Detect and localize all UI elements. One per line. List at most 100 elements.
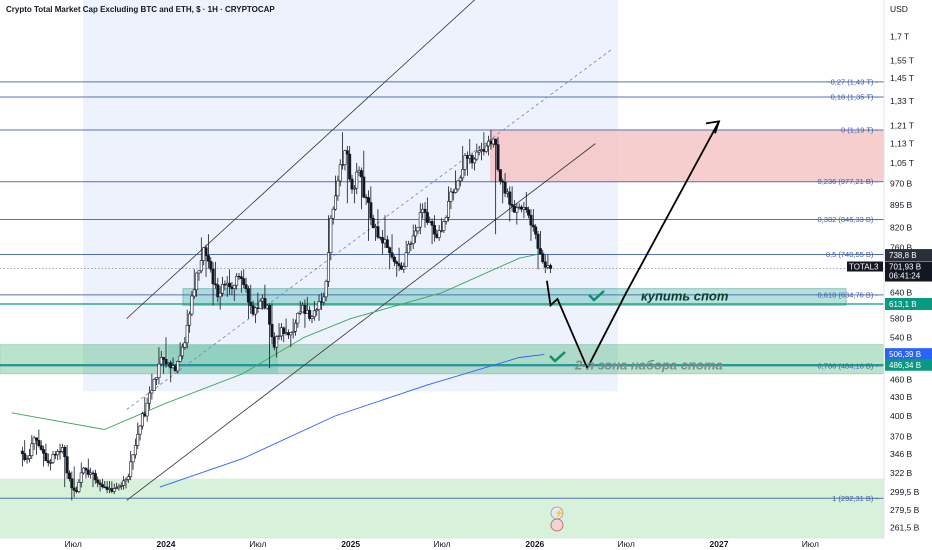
- candle-body: [65, 456, 69, 474]
- candle-body: [475, 151, 479, 160]
- y-tick-label: 970 B: [890, 179, 913, 189]
- annotation-buy-spot: купить спот: [641, 288, 729, 303]
- x-tick-label: 2027: [710, 539, 729, 549]
- price-badge: [885, 249, 932, 262]
- candle-body: [399, 265, 403, 270]
- channel-upper-line: [126, 0, 476, 319]
- candle-body: [294, 322, 298, 332]
- candle-body: [508, 191, 512, 205]
- candle-body: [345, 150, 349, 155]
- candle-body: [173, 365, 177, 372]
- candle-body: [119, 485, 123, 487]
- candle-body: [272, 336, 276, 348]
- candle-body: [20, 450, 24, 454]
- candle-body: [529, 214, 533, 226]
- candle-body: [171, 365, 175, 369]
- candle-body: [138, 425, 142, 435]
- y-tick-label: 1,05 T: [890, 158, 914, 168]
- candle-body: [487, 140, 491, 147]
- candle-body: [112, 488, 116, 492]
- y-tick-label: 370 B: [890, 431, 913, 441]
- fib-layer: -0,27 (1,43 T) - -0,18 (1,35 T) - 0 (1,19 …: [0, 77, 884, 503]
- candle-body: [352, 187, 356, 190]
- flag-icon: [550, 518, 564, 532]
- candle-body: [336, 180, 340, 197]
- candle-body: [211, 268, 215, 285]
- candle-body: [312, 310, 316, 318]
- candle-body: [364, 196, 368, 199]
- candle-body: [100, 484, 104, 488]
- fib-label-3: 0,236 (977,21 B) -: [818, 177, 879, 186]
- candle-body: [75, 490, 79, 492]
- candle-body: [322, 296, 326, 303]
- candle-body: [258, 300, 262, 309]
- y-tick-label: 346 B: [890, 449, 913, 459]
- candle-body: [432, 225, 436, 235]
- candle-body: [103, 486, 107, 488]
- fib-label-2: 0 (1,19 T) -: [841, 126, 878, 135]
- candle-body: [232, 284, 236, 289]
- candle-body: [298, 311, 302, 314]
- candle-body: [437, 230, 441, 238]
- candle-body: [359, 170, 363, 178]
- countdown-timer: 06:41:24: [889, 272, 921, 281]
- candle-body: [522, 207, 526, 210]
- price-badge: [885, 298, 932, 311]
- candle-body: [133, 445, 137, 456]
- candle-body: [34, 437, 38, 441]
- candle-body: [56, 450, 60, 456]
- candle-body: [527, 209, 531, 216]
- price-badge: [885, 358, 932, 371]
- x-tick-label: Июл: [433, 539, 450, 549]
- channel-shade: [83, 0, 618, 392]
- price-badge-current: [885, 261, 932, 282]
- y-tick-label: 1,55 T: [890, 56, 914, 66]
- candle-body: [46, 460, 50, 463]
- candle-body: [155, 377, 159, 380]
- drawing-layer: купить спот 2-я зона набора спота ⚡: [546, 120, 729, 532]
- candle-body: [395, 261, 399, 264]
- candle-body: [286, 332, 290, 336]
- y-tick-label: 261,5 B: [890, 523, 920, 533]
- x-tick-label: 2025: [341, 539, 360, 549]
- check-icon: [549, 351, 566, 363]
- candle-body: [261, 298, 265, 302]
- candle-body: [461, 169, 465, 179]
- candle-body: [341, 164, 345, 166]
- candle-body: [148, 392, 152, 404]
- currency-label: USD: [890, 4, 908, 14]
- candle-body: [93, 473, 97, 481]
- candle-body: [70, 478, 74, 489]
- candle-body: [388, 247, 392, 254]
- candle-body: [477, 150, 481, 153]
- candle-body: [164, 359, 168, 365]
- candle-body: [385, 239, 389, 248]
- candle-body: [32, 437, 36, 445]
- fib-label-6: 0,618 (634,76 B) -: [818, 290, 879, 299]
- candle-body: [209, 260, 213, 270]
- candle-body: [494, 138, 498, 145]
- candle-body: [543, 261, 547, 268]
- buy-spot-zone: [182, 288, 847, 306]
- channel-mid-line: [126, 48, 613, 410]
- x-tick-label: Июл: [65, 539, 82, 549]
- candle-body: [350, 178, 354, 190]
- candle-body: [447, 201, 451, 218]
- candle-body: [536, 233, 540, 249]
- candle-body: [282, 327, 286, 334]
- candle-body: [378, 236, 382, 239]
- y-tick-label: 540 B: [890, 332, 913, 342]
- candle-body: [425, 212, 429, 223]
- resistance-zone: [490, 130, 884, 182]
- zones-layer: [0, 0, 885, 538]
- candle-body: [218, 292, 222, 298]
- y-tick-label: 279,5 B: [890, 505, 920, 515]
- fib-label-4: 0,382 (846,33 B) -: [818, 215, 879, 224]
- candles-layer: [20, 130, 553, 501]
- y-tick-label: 1,21 T: [890, 121, 914, 131]
- price-badge: [885, 348, 932, 361]
- candle-body: [442, 221, 446, 231]
- candle-body: [72, 487, 76, 491]
